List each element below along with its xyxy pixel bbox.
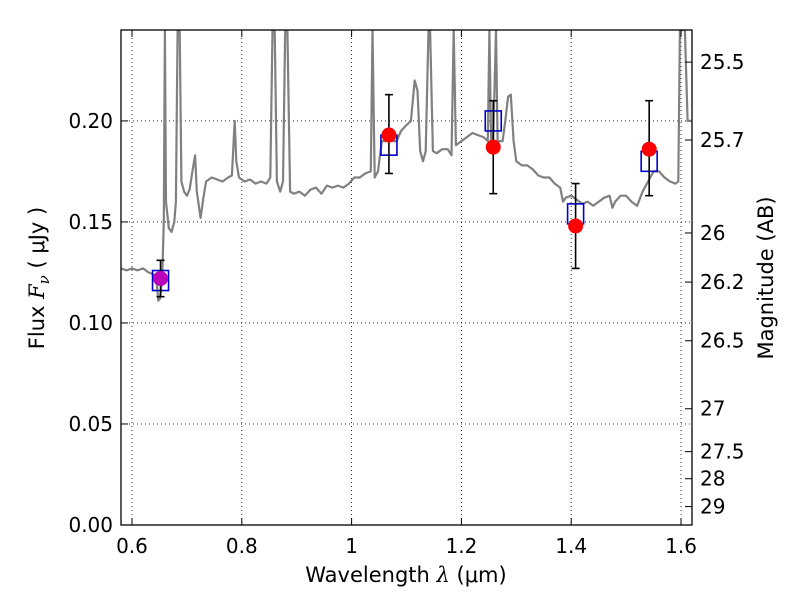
right-tick-label: 26.5	[700, 329, 745, 353]
x-axis-label: Wavelength λ (μm)	[305, 563, 506, 587]
right-axis-label: Magnitude (AB)	[754, 196, 778, 359]
right-tick-label: 26.2	[700, 270, 745, 294]
plot-area	[121, 30, 692, 302]
spectrum-line	[121, 30, 692, 302]
y-tick-label: 0.05	[68, 412, 113, 436]
right-tick-label: 25.7	[700, 128, 745, 152]
data-point	[153, 271, 169, 287]
right-tick-label: 25.5	[700, 50, 745, 74]
right-tick-label: 28	[700, 467, 725, 491]
data-point	[568, 218, 584, 234]
x-tick-label: 1.4	[555, 534, 587, 558]
y-tick-label: 0.10	[68, 311, 113, 335]
right-tick-label: 26	[700, 221, 725, 245]
axis-ticks: 0.6 0.8 1 1.2 1.4 1.6 0.00 0.05 0.10 0.15 0.20 25.5…	[68, 30, 745, 558]
x-tick-label: 1	[345, 534, 358, 558]
data-point	[641, 141, 657, 157]
y-tick-label: 0.20	[68, 109, 113, 133]
data-point	[485, 139, 501, 155]
x-tick-label: 1.2	[445, 534, 477, 558]
data-point	[381, 127, 397, 143]
right-tick-label: 29	[700, 495, 725, 519]
right-tick-label: 27.5	[700, 440, 745, 464]
plot-frame	[120, 29, 693, 526]
x-tick-label: 0.6	[116, 534, 148, 558]
right-tick-label: 27	[700, 397, 725, 421]
y-tick-label: 0.00	[68, 513, 113, 537]
y-axis-label: Flux Fν ( μJy )	[25, 207, 53, 349]
x-tick-label: 1.6	[665, 534, 697, 558]
y-tick-label: 0.15	[68, 210, 113, 234]
x-tick-label: 0.8	[226, 534, 258, 558]
grid-lines	[121, 30, 692, 526]
